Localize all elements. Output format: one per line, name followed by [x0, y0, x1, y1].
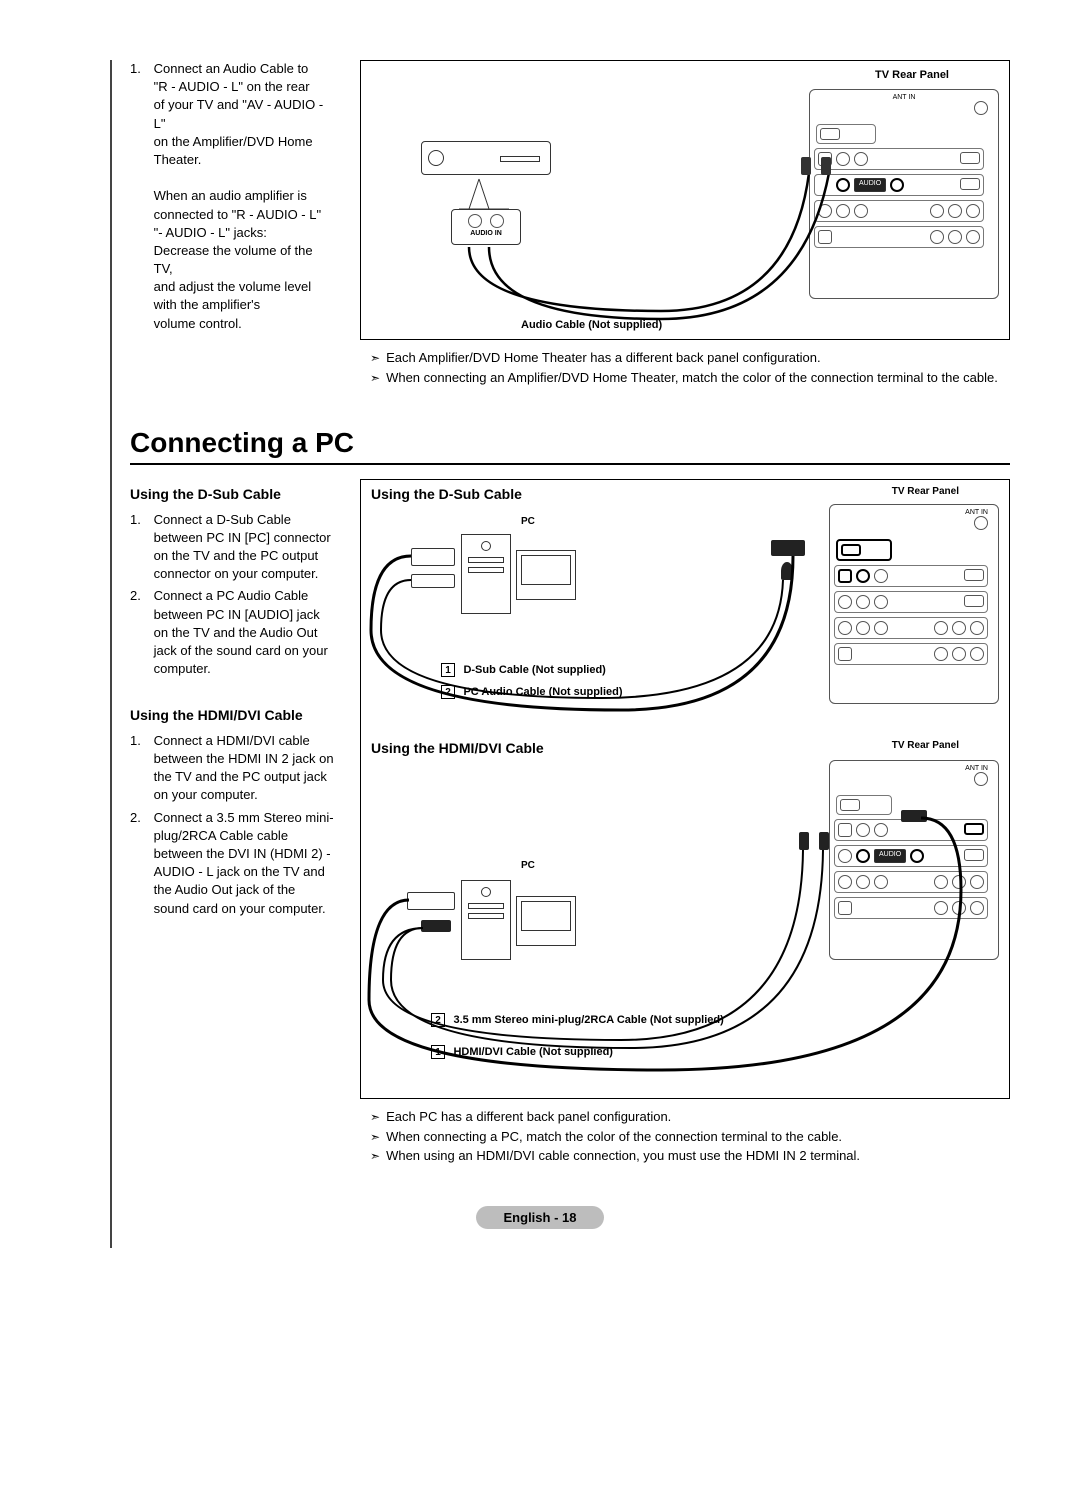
audio-cable-label: Audio Cable (Not supplied) [521, 319, 662, 331]
hdmi-cable-lines [361, 740, 1009, 1080]
stereo-cable-label: 2 3.5 mm Stereo mini-plug/2RCA Cable (No… [431, 1010, 724, 1028]
section-title: Connecting a PC [130, 427, 1010, 465]
step-text: Connect a 3.5 mm Stereo mini-plug/2RCA C… [154, 809, 334, 918]
page-left-border [110, 60, 112, 1248]
pc-notes: Each PC has a different back panel confi… [370, 1107, 1010, 1166]
step-number: 2. [130, 809, 150, 827]
amplifier-section: 1. Connect an Audio Cable to "R - AUDIO … [130, 60, 1010, 340]
note-3: When using an HDMI/DVI cable connection,… [370, 1146, 1010, 1166]
step-number: 2. [130, 587, 150, 605]
step-text: Connect a D-Sub Cable between PC IN [PC]… [154, 511, 334, 584]
hdmi-heading: Using the HDMI/DVI Cable [130, 706, 340, 726]
amplifier-notes: Each Amplifier/DVD Home Theater has a di… [370, 348, 1010, 387]
step-text: Connect a PC Audio Cable between PC IN [… [154, 587, 334, 678]
cable-lines [361, 61, 1009, 339]
hdmi-cable-label: 1 HDMI/DVI Cable (Not supplied) [431, 1042, 613, 1060]
note-1: Each PC has a different back panel confi… [370, 1107, 1010, 1127]
step-number: 1. [130, 732, 150, 750]
pc-instructions: Using the D-Sub Cable 1. Connect a D-Sub… [130, 479, 340, 1099]
pc-section: Using the D-Sub Cable 1. Connect a D-Sub… [130, 479, 1010, 1099]
note-2: When connecting an Amplifier/DVD Home Th… [370, 368, 1010, 388]
note-2: When connecting a PC, match the color of… [370, 1127, 1010, 1147]
step-text: Connect an Audio Cable to "R - AUDIO - L… [154, 60, 334, 333]
pc-audio-cable-label: 2 PC Audio Cable (Not supplied) [441, 682, 623, 700]
dsub-cable-lines [361, 480, 1009, 740]
step-number: 1. [130, 60, 150, 78]
dsub-cable-label: 1 D-Sub Cable (Not supplied) [441, 660, 606, 678]
amplifier-instructions: 1. Connect an Audio Cable to "R - AUDIO … [130, 60, 340, 340]
page-content: 1. Connect an Audio Cable to "R - AUDIO … [130, 60, 1010, 1166]
dsub-heading: Using the D-Sub Cable [130, 485, 340, 505]
pc-diagram: Using the D-Sub Cable TV Rear Panel ANT … [360, 479, 1010, 1099]
step-text: Connect a HDMI/DVI cable between the HDM… [154, 732, 334, 805]
page-number: English - 18 [476, 1206, 605, 1229]
note-1: Each Amplifier/DVD Home Theater has a di… [370, 348, 1010, 368]
step-number: 1. [130, 511, 150, 529]
amplifier-diagram: TV Rear Panel ANT IN AUDIO [360, 60, 1010, 340]
page-footer: English - 18 [60, 1206, 1020, 1229]
